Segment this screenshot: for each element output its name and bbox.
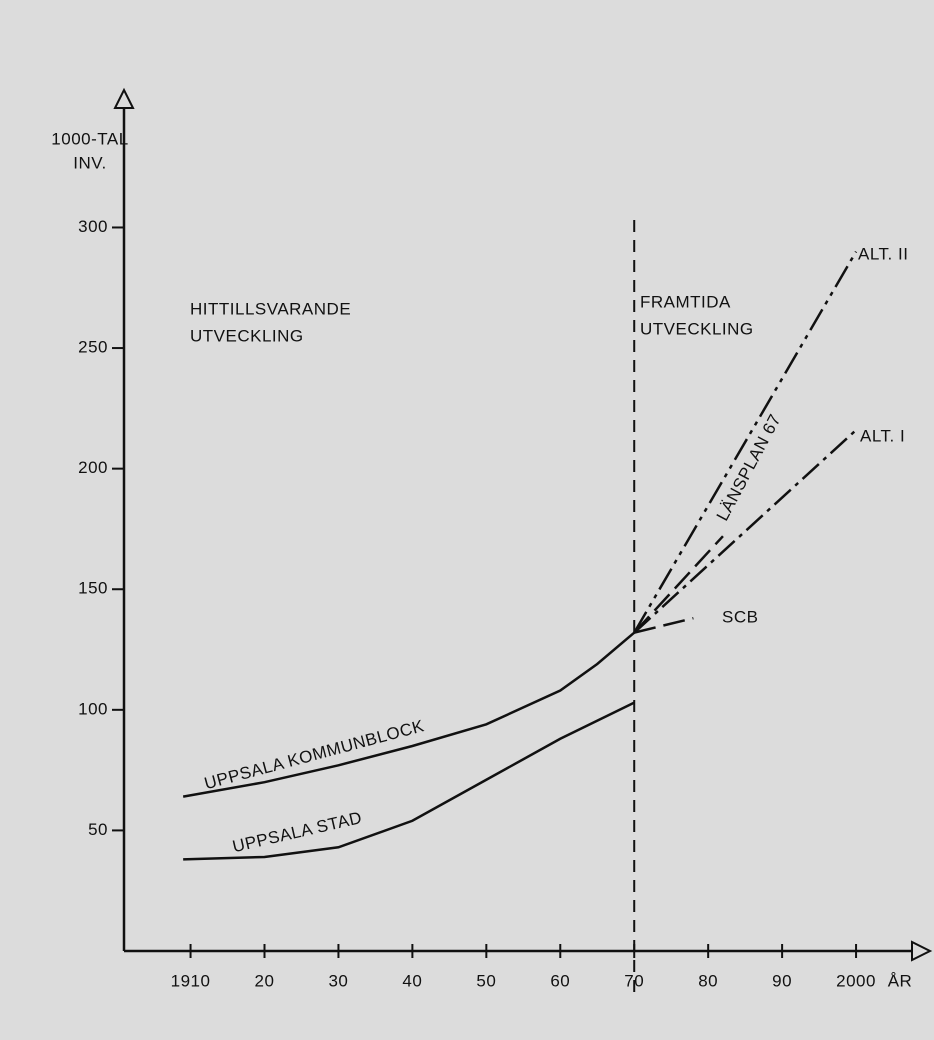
y-axis-arrow	[113, 87, 135, 109]
y-tick-label: 50	[88, 820, 108, 839]
line-series	[633, 616, 694, 634]
line-series	[633, 535, 724, 634]
x-tick-label: 50	[476, 971, 496, 990]
line-series	[183, 701, 635, 861]
x-tick-label: 1910	[171, 971, 211, 990]
y-tick-label: 100	[78, 699, 108, 718]
series-label: UPPSALA STAD	[231, 808, 364, 856]
y-tick-label: 300	[78, 217, 108, 236]
x-axis-label: ÅR	[888, 971, 913, 990]
annotation: UTVECKLING	[190, 326, 304, 345]
series-label: LÄNSPLAN 67	[713, 411, 785, 524]
annotation: HITTILLSVARANDE	[190, 299, 351, 318]
annotation: FRAMTIDA	[640, 292, 731, 311]
line-series	[182, 631, 636, 798]
line-series	[633, 429, 857, 634]
y-tick-label: 200	[78, 458, 108, 477]
x-axis-arrow	[911, 940, 933, 962]
x-tick-label: 80	[698, 971, 718, 990]
series-label: UPPSALA KOMMUNBLOCK	[202, 716, 426, 793]
x-tick-label: 2000	[836, 971, 876, 990]
x-tick-label: 90	[772, 971, 792, 990]
y-tick-label: 150	[78, 579, 108, 598]
annotation: UTVECKLING	[640, 319, 754, 338]
series-label: SCB	[722, 607, 758, 626]
x-tick-label: 60	[550, 971, 570, 990]
x-tick-label: 40	[402, 971, 422, 990]
series-label: ALT. I	[860, 426, 905, 445]
line-series	[633, 250, 858, 634]
y-axis-label: 1000-TAL	[51, 129, 128, 148]
y-axis-label: INV.	[73, 153, 107, 172]
x-tick-label: 20	[255, 971, 275, 990]
x-tick-label: 30	[328, 971, 348, 990]
series-label: ALT. II	[858, 244, 908, 263]
y-tick-label: 250	[78, 338, 108, 357]
